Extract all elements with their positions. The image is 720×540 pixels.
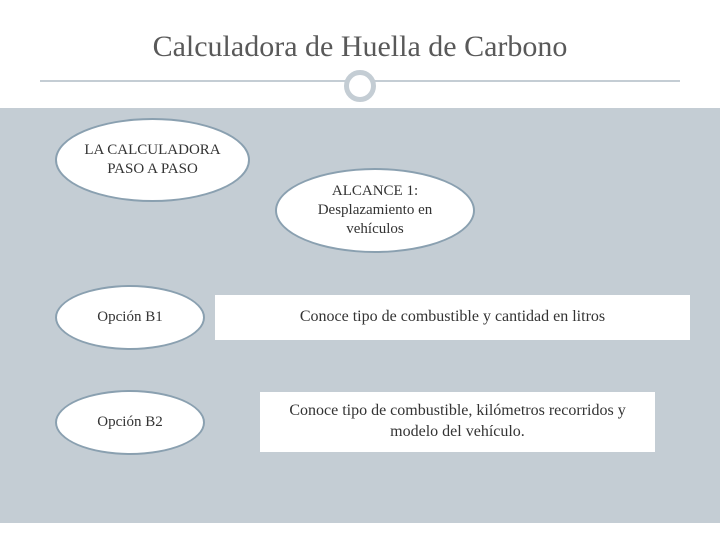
scope-ellipse: ALCANCE 1: Desplazamiento en vehículos bbox=[275, 168, 475, 253]
slide: Calculadora de Huella de Carbono LA CALC… bbox=[0, 0, 720, 540]
main-topic-text: LA CALCULADORA PASO A PASO bbox=[57, 135, 248, 185]
option-ellipse-b1: Opción B1 bbox=[55, 285, 205, 350]
option-description-b2: Conoce tipo de combustible, kilómetros r… bbox=[260, 392, 655, 452]
option-ellipse-b2: Opción B2 bbox=[55, 390, 205, 455]
option-label-b1: Opción B1 bbox=[83, 302, 176, 333]
scope-text: ALCANCE 1: Desplazamiento en vehículos bbox=[277, 176, 473, 244]
option-description-b1: Conoce tipo de combustible y cantidad en… bbox=[215, 295, 690, 340]
page-title: Calculadora de Huella de Carbono bbox=[0, 30, 720, 64]
option-description-b1-text: Conoce tipo de combustible y cantidad en… bbox=[300, 307, 605, 328]
option-label-b2: Opción B2 bbox=[83, 407, 176, 438]
option-description-b2-text: Conoce tipo de combustible, kilómetros r… bbox=[274, 401, 641, 443]
title-wrap: Calculadora de Huella de Carbono bbox=[0, 30, 720, 64]
main-topic-ellipse: LA CALCULADORA PASO A PASO bbox=[55, 118, 250, 202]
ring-icon bbox=[344, 70, 376, 102]
